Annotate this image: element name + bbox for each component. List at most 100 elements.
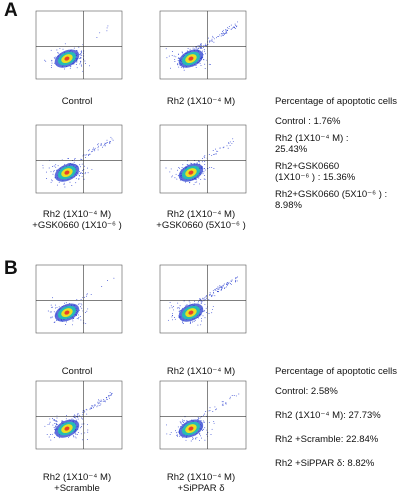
- event-dot: [94, 404, 96, 406]
- event-dot: [181, 51, 183, 53]
- event-dot: [199, 298, 201, 300]
- event-dot: [53, 165, 55, 167]
- event-dot: [83, 296, 85, 298]
- event-dot: [200, 44, 202, 45]
- event-dot: [84, 432, 86, 434]
- event-dot: [86, 423, 88, 425]
- event-dot: [176, 307, 178, 309]
- event-dot: [87, 308, 89, 310]
- event-dot: [177, 60, 179, 62]
- event-dot: [63, 182, 65, 184]
- event-dot: [50, 439, 52, 441]
- event-dot: [174, 177, 176, 179]
- event-dot: [204, 157, 206, 159]
- event-dot: [56, 319, 57, 321]
- event-dot: [177, 63, 179, 65]
- event-dot: [80, 303, 82, 305]
- event-dot: [199, 433, 201, 434]
- event-dot: [98, 145, 100, 147]
- event-dot: [216, 153, 217, 155]
- event-dot: [238, 393, 240, 395]
- event-dot: [190, 440, 192, 442]
- event-dot: [80, 158, 82, 160]
- event-dot: [205, 411, 207, 412]
- event-dot: [195, 66, 197, 68]
- event-dot: [110, 136, 112, 138]
- event-dot: [56, 424, 58, 425]
- event-dot: [77, 416, 79, 418]
- event-dot: [80, 60, 82, 62]
- event-dot: [79, 164, 81, 166]
- event-dot: [231, 27, 233, 29]
- event-dot: [227, 27, 228, 29]
- event-dot: [91, 405, 93, 407]
- event-dot: [204, 413, 206, 415]
- flow-plot-b-control: [28, 262, 126, 342]
- event-dot: [46, 171, 47, 173]
- caption-b-control: Control: [61, 366, 93, 377]
- event-dot: [109, 397, 110, 399]
- event-dot: [233, 395, 235, 396]
- event-dot: [54, 437, 55, 438]
- event-dot: [55, 420, 57, 422]
- event-dot: [225, 286, 227, 288]
- event-dot: [54, 420, 56, 422]
- event-dot: [200, 420, 202, 421]
- event-dot: [220, 35, 222, 37]
- event-dot: [231, 142, 233, 144]
- caption-a-rh2-gsk1: Rh2 (1X10⁻⁴ M) +GSK0660 (1X10⁻⁶ ): [32, 209, 122, 231]
- event-dot: [72, 435, 74, 437]
- event-dot: [197, 48, 199, 49]
- event-dot: [223, 32, 225, 34]
- event-dot: [204, 155, 206, 157]
- event-dot: [108, 396, 110, 398]
- event-dot: [79, 170, 80, 172]
- event-dot: [203, 49, 205, 51]
- density-contour: [64, 426, 70, 431]
- event-dot: [216, 37, 217, 39]
- event-dot: [212, 290, 214, 292]
- event-dot: [93, 149, 95, 151]
- event-dot: [48, 423, 50, 425]
- event-dot: [197, 302, 199, 304]
- event-dot: [81, 307, 83, 309]
- event-dot: [48, 436, 50, 438]
- event-dot: [178, 53, 179, 55]
- event-dot: [79, 63, 81, 65]
- event-dot: [219, 286, 221, 288]
- event-dot: [68, 436, 70, 438]
- event-dot: [66, 321, 68, 323]
- event-dot: [231, 279, 233, 281]
- event-dot: [75, 437, 77, 439]
- event-dot: [173, 309, 175, 311]
- event-dot: [214, 406, 216, 408]
- event-dot: [69, 67, 71, 69]
- event-dot: [211, 38, 213, 40]
- event-dot: [65, 418, 67, 420]
- event-dot: [106, 27, 108, 29]
- event-dot: [74, 158, 76, 159]
- event-dot: [182, 419, 184, 421]
- event-dot: [204, 178, 206, 180]
- event-dot: [227, 147, 229, 149]
- event-dot: [81, 414, 83, 416]
- event-dot: [69, 181, 71, 183]
- event-dot: [84, 410, 86, 412]
- event-dot: [208, 313, 210, 314]
- event-dot: [99, 32, 101, 34]
- legend-a-gsk5-value: 8.98%: [275, 200, 302, 211]
- event-dot: [177, 426, 179, 428]
- scatter-svg: [159, 10, 247, 80]
- event-dot: [54, 321, 56, 323]
- event-dot: [215, 289, 217, 291]
- event-dot: [228, 142, 230, 144]
- event-dot: [235, 278, 237, 280]
- event-dot: [201, 437, 202, 439]
- event-dot: [223, 33, 225, 34]
- event-dot: [97, 403, 99, 405]
- event-dot: [182, 67, 184, 69]
- event-dot: [198, 418, 200, 419]
- caption-a-control: Control: [61, 96, 93, 107]
- event-dot: [204, 45, 206, 47]
- event-dot: [73, 436, 75, 438]
